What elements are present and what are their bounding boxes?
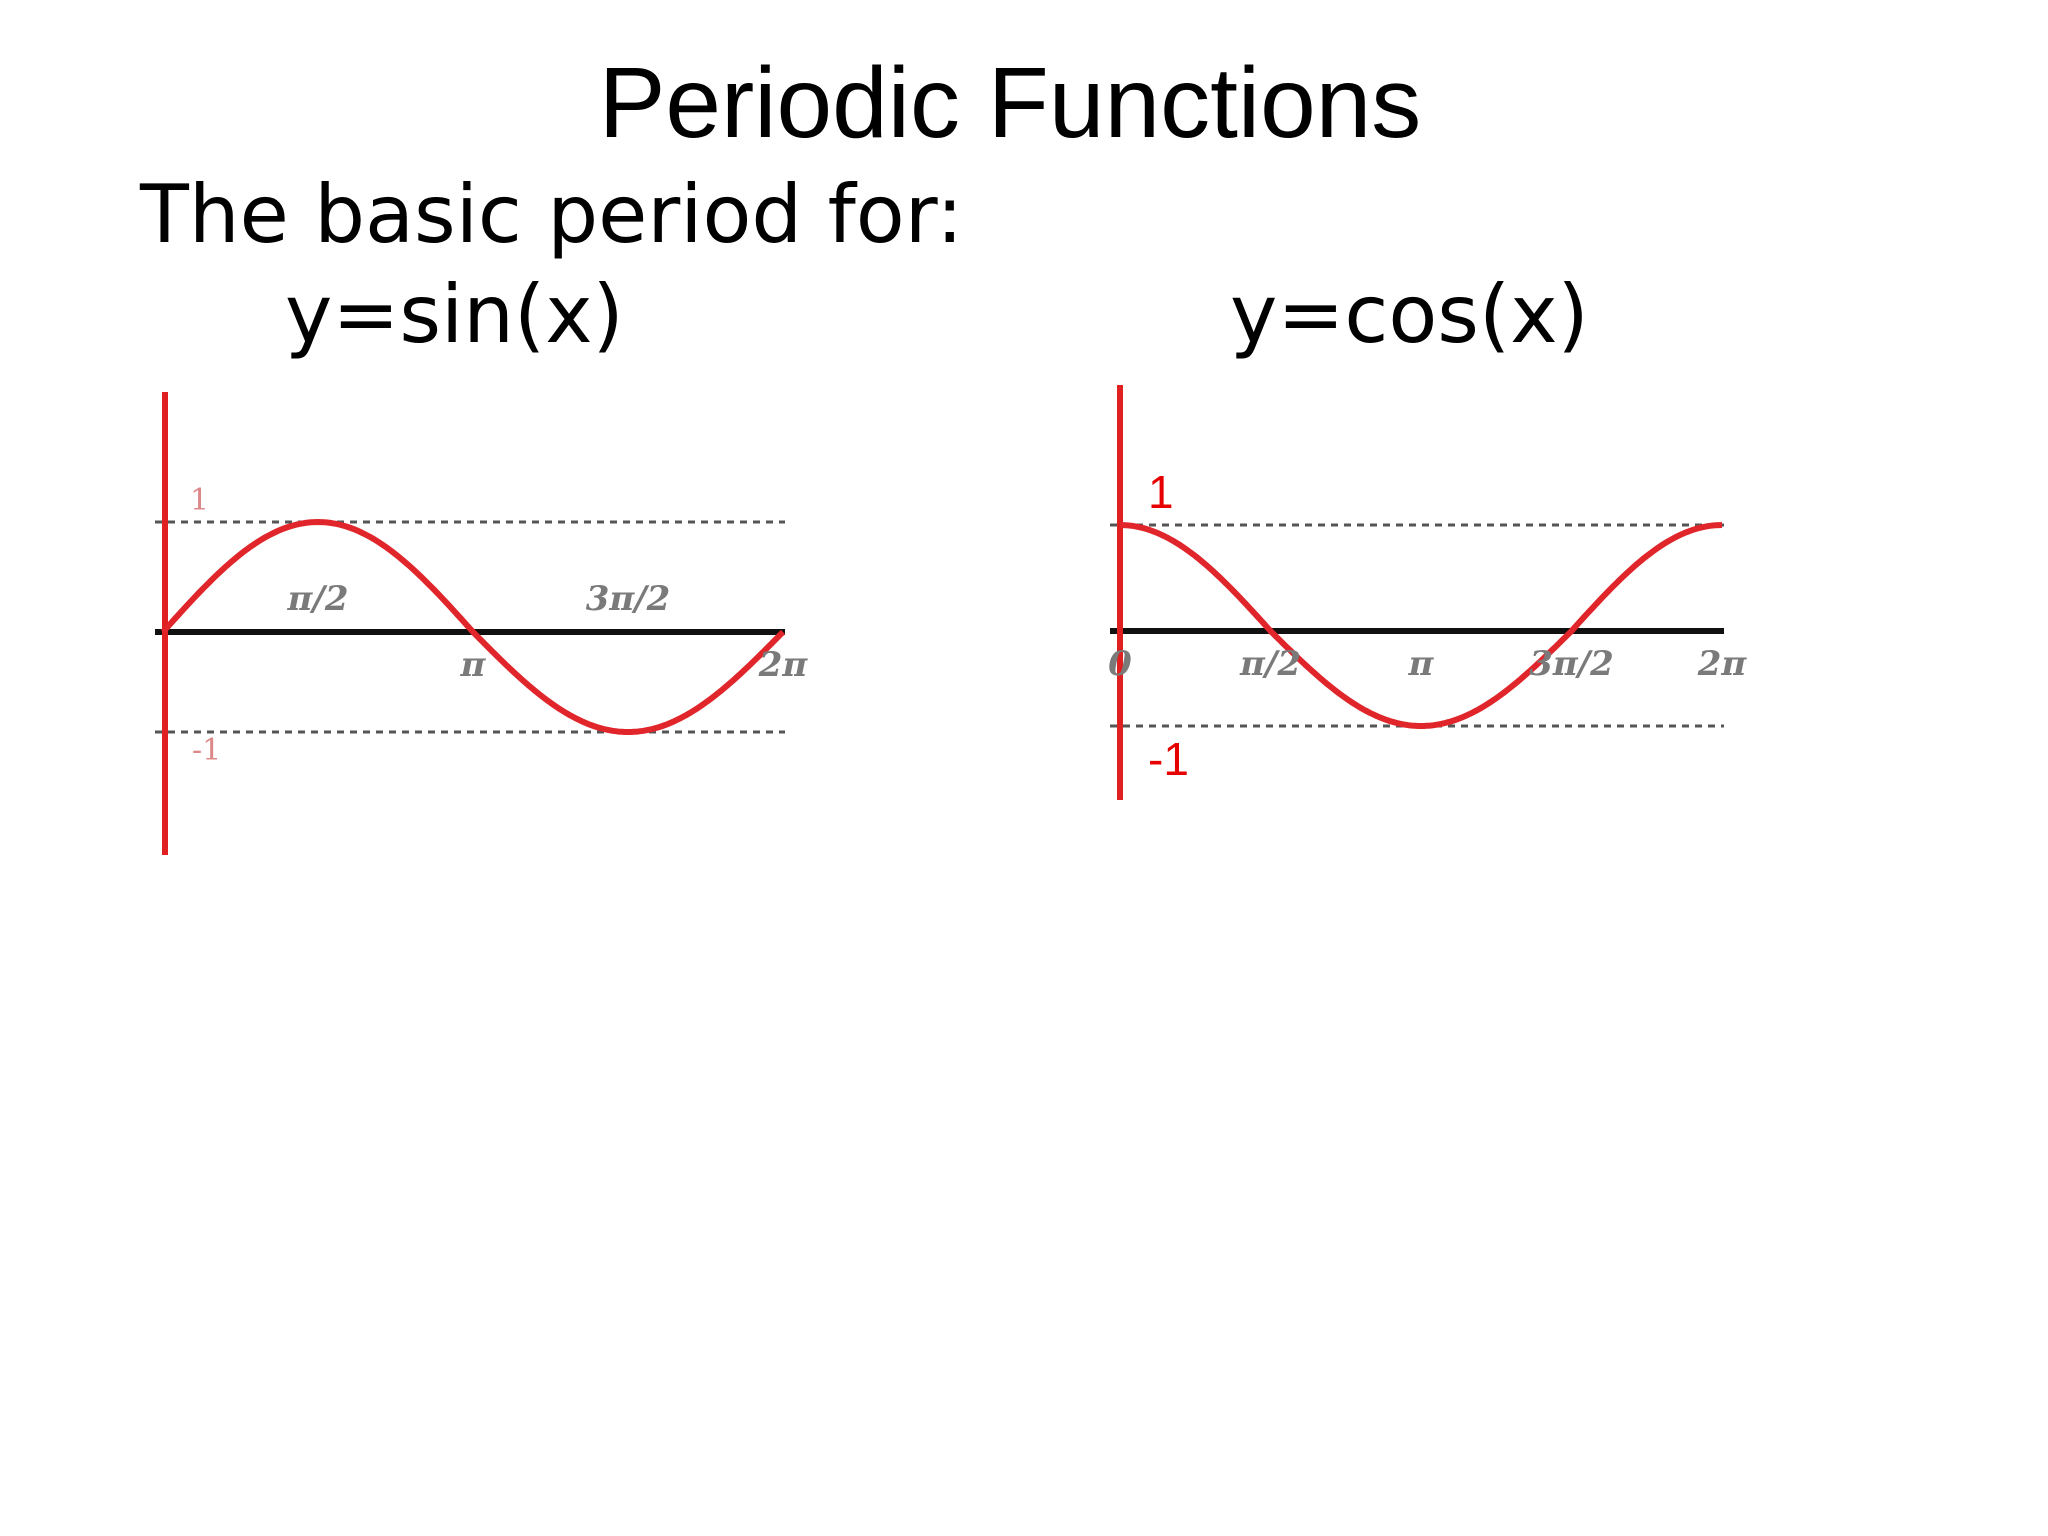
x-tick-label: π — [460, 645, 487, 685]
y-tick-label: -1 — [192, 733, 221, 768]
x-tick-label: 2π — [758, 645, 809, 685]
x-tick-label: π — [1408, 644, 1435, 684]
sin-curve — [160, 518, 786, 735]
sin-chart: π/2 π 3π/2 2π 1 -1 — [155, 392, 808, 855]
cos-function-label: y=cos(x) — [1230, 268, 1589, 361]
y-tick-label: 1 — [190, 483, 209, 518]
x-tick-label: π/2 — [287, 579, 349, 619]
x-tick-label: 2π — [1697, 644, 1748, 684]
x-tick-label: 3π/2 — [1529, 644, 1614, 684]
cos-curve — [1119, 522, 1723, 729]
cos-chart: 0 π/2 π 3π/2 2π 1 -1 — [1108, 385, 1747, 800]
y-tick-label: 1 — [1148, 466, 1174, 518]
y-tick-label: -1 — [1148, 733, 1189, 785]
sin-function-label: y=sin(x) — [285, 268, 624, 361]
x-tick-label: π/2 — [1239, 644, 1301, 684]
page-title: Periodic Functions — [598, 47, 1422, 159]
subtitle: The basic period for: — [140, 168, 964, 261]
x-tick-label: 0 — [1108, 644, 1132, 684]
x-tick-label: 3π/2 — [586, 579, 671, 619]
